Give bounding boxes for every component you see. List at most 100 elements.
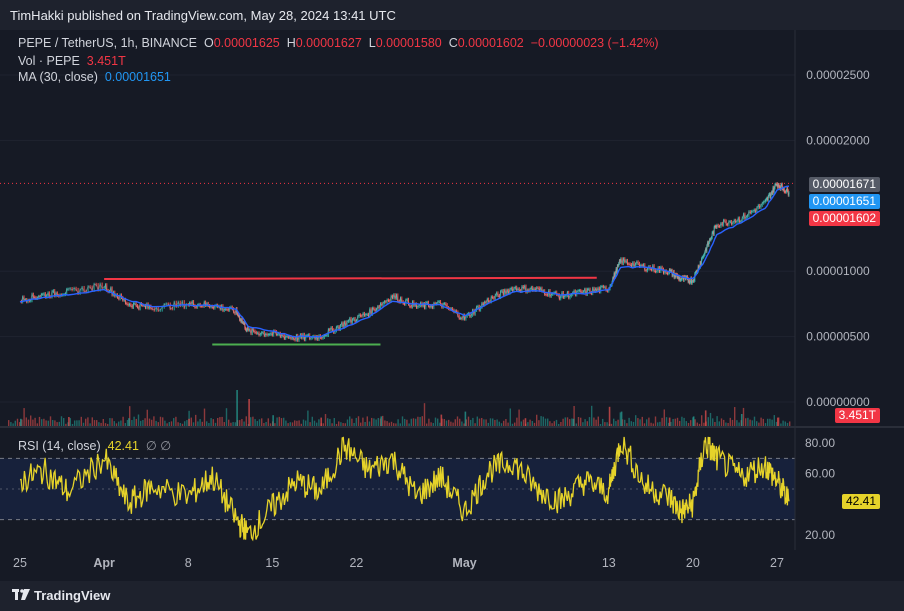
rsi-label[interactable]: RSI (14, close)	[18, 439, 101, 453]
volume-bar	[289, 422, 291, 426]
volume-bar	[155, 420, 157, 426]
volume-bar	[393, 423, 395, 426]
volume-bar	[179, 422, 181, 426]
volume-bar	[648, 417, 650, 426]
volume-bar	[773, 415, 775, 426]
volume-bar	[474, 423, 476, 426]
ma-label[interactable]: MA (30, close)	[18, 70, 98, 84]
rsi-extra: ∅ ∅	[145, 439, 172, 453]
price-tick-label: 0.00000000	[806, 395, 870, 409]
volume-bar	[98, 422, 100, 426]
volume-bar	[41, 419, 43, 426]
time-tick-label: 13	[602, 556, 616, 570]
open-label: O	[203, 36, 214, 50]
volume-bar	[8, 420, 10, 426]
volume-bar	[27, 419, 30, 426]
volume-bar	[228, 419, 230, 426]
volume-bar	[14, 420, 16, 426]
price-pane[interactable]	[0, 30, 795, 426]
volume-bar	[597, 416, 599, 426]
volume-bar	[115, 423, 118, 426]
volume-bar	[294, 420, 296, 426]
volume-bar	[522, 419, 525, 426]
volume-bar	[272, 415, 274, 426]
brand-name: TradingView	[34, 588, 111, 603]
volume-bar	[527, 422, 529, 426]
volume-bar	[503, 420, 505, 426]
volume-bar	[762, 418, 764, 426]
volume-bar	[82, 422, 85, 426]
volume-bar	[65, 423, 67, 426]
volume-bar	[23, 408, 25, 426]
volume-bar	[681, 416, 683, 426]
volume-bar	[687, 422, 690, 426]
volume-bar	[96, 420, 98, 426]
volume-bar	[173, 418, 175, 426]
volume-bar	[342, 423, 344, 426]
volume-bar	[776, 417, 779, 426]
volume-bar	[85, 418, 87, 426]
volume-bar	[487, 422, 489, 426]
chart-svg[interactable]: 0.00002500 0.00002000 0.00001000 0.00000500…	[0, 30, 904, 581]
volume-bar	[720, 418, 723, 426]
volume-bar	[120, 420, 122, 426]
volume-bar	[415, 418, 417, 426]
volume-bar	[248, 399, 250, 426]
volume-bar	[628, 417, 630, 426]
volume-bar	[87, 417, 89, 426]
volume-bar	[789, 421, 791, 426]
close-label: C	[448, 36, 458, 50]
volume-bar	[679, 420, 681, 426]
volume-bar	[43, 418, 45, 426]
volume-bar	[516, 417, 518, 426]
ma-value: 0.00001651	[104, 70, 171, 84]
volume-bar	[659, 421, 661, 426]
volume-bar	[780, 423, 782, 426]
volume-bar	[267, 418, 269, 426]
volume-bar	[181, 423, 184, 426]
volume-bar	[137, 414, 140, 426]
volume-bar	[540, 416, 542, 426]
volume-bar	[538, 420, 540, 426]
volume-bar	[254, 419, 256, 426]
resistance-line[interactable]	[104, 276, 597, 281]
price-candles	[20, 182, 790, 342]
volume-bar	[456, 416, 459, 426]
volume-label[interactable]: Vol · PEPE	[18, 54, 80, 68]
volume-bar	[619, 412, 621, 426]
volume-bar	[351, 418, 353, 426]
volume-bar	[709, 412, 712, 426]
volume-bar	[353, 422, 355, 426]
volume-bar	[716, 416, 718, 426]
volume-bar	[190, 417, 192, 426]
volume-bar	[632, 421, 635, 426]
volume-bar	[571, 418, 573, 426]
volume-bar	[258, 419, 261, 426]
chart-area[interactable]: 0.00002500 0.00002000 0.00001000 0.00000500…	[0, 30, 904, 581]
volume-bar	[620, 411, 623, 426]
volume-bar	[606, 422, 608, 426]
volume-bar	[349, 416, 351, 426]
volume-bar	[670, 421, 672, 426]
volume-bar	[771, 419, 773, 426]
volume-bar	[437, 418, 439, 426]
rsi-axis[interactable]: 80.00 60.00 20.00	[805, 436, 835, 542]
volume-bar	[21, 419, 23, 426]
volume-bar	[657, 422, 659, 426]
tradingview-logo[interactable]: TradingView	[12, 588, 110, 603]
volume-bar	[551, 423, 553, 426]
volume-bar	[162, 417, 164, 426]
volume-bar	[217, 417, 219, 426]
ma-line	[19, 185, 790, 338]
volume-bar	[102, 419, 104, 426]
price-axis[interactable]: 0.00002500 0.00002000 0.00001000 0.00000500…	[806, 68, 870, 409]
volume-bar	[492, 418, 494, 426]
volume-bar	[572, 418, 575, 426]
volume-bar	[496, 419, 498, 426]
volume-bar	[386, 421, 388, 426]
volume-bar	[542, 416, 544, 426]
time-axis[interactable]: 25 Apr 8 15 22 May 13 20 27	[13, 556, 784, 570]
volume-bar	[536, 414, 538, 426]
volume-bar	[107, 423, 109, 426]
symbol-title[interactable]: PEPE / TetherUS, 1h, BINANCE	[18, 36, 198, 50]
